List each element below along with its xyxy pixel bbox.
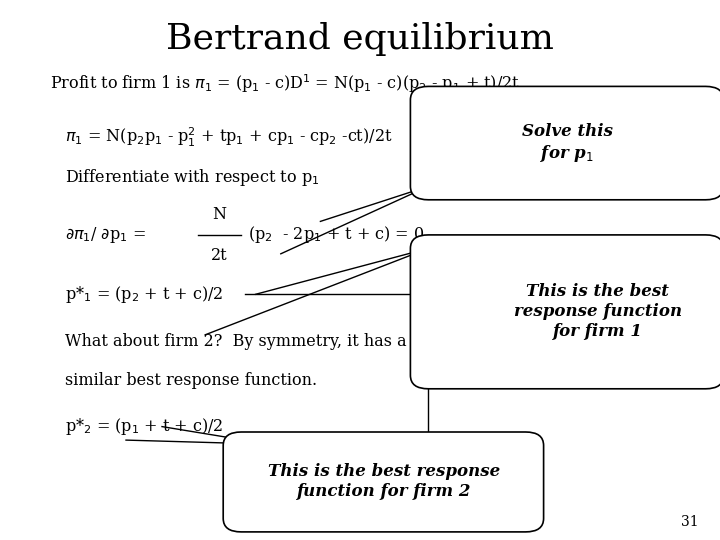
Text: p*$_1$ = (p$_2$ + t + c)/2: p*$_1$ = (p$_2$ + t + c)/2 — [65, 284, 223, 305]
Text: This is the best
response function
for firm 1: This is the best response function for f… — [513, 284, 682, 340]
Text: similar best response function.: similar best response function. — [65, 372, 317, 389]
Text: $\pi_1$ = N(p$_2$p$_1$ - p$_1^2$ + tp$_1$ + cp$_1$ - cp$_2$ -ct)/2t: $\pi_1$ = N(p$_2$p$_1$ - p$_1^2$ + tp$_1… — [65, 126, 392, 149]
Text: What about firm 2?  By symmetry, it has a: What about firm 2? By symmetry, it has a — [65, 333, 406, 350]
Text: p*$_2$ = (p$_1$ + t + c)/2: p*$_2$ = (p$_1$ + t + c)/2 — [65, 416, 223, 437]
Text: Solve this
for p$_1$: Solve this for p$_1$ — [522, 123, 613, 164]
Text: (p$_2$  - 2p$_1$ + t + c) = 0: (p$_2$ - 2p$_1$ + t + c) = 0 — [248, 225, 425, 245]
Text: $\partial\pi_1$/ $\partial$p$_1$ =: $\partial\pi_1$/ $\partial$p$_1$ = — [65, 225, 146, 245]
Text: Differentiate with respect to p$_1$: Differentiate with respect to p$_1$ — [65, 167, 319, 187]
FancyBboxPatch shape — [410, 86, 720, 200]
Text: Bertrand equilibrium: Bertrand equilibrium — [166, 22, 554, 56]
Text: 31: 31 — [681, 515, 698, 529]
Text: N: N — [212, 206, 227, 223]
Text: This is the best response
function for firm 2: This is the best response function for f… — [268, 463, 500, 500]
FancyBboxPatch shape — [410, 235, 720, 389]
Text: 2t: 2t — [211, 247, 228, 264]
FancyBboxPatch shape — [223, 432, 544, 532]
Text: Profit to firm 1 is $\pi_1$ = (p$_1$ - c)D$^1$ = N(p$_1$ - c)(p$_2$ - p$_1$ + t): Profit to firm 1 is $\pi_1$ = (p$_1$ - c… — [50, 72, 521, 95]
